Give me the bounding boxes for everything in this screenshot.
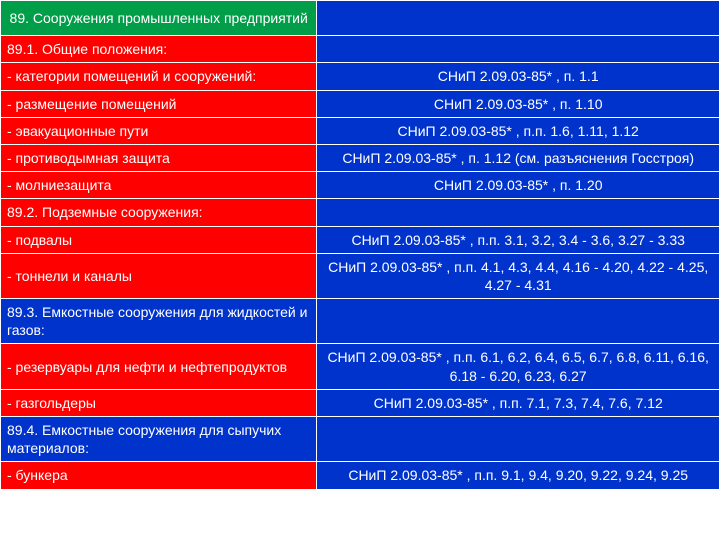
- row-reference: СНиП 2.09.03-85* , п. 1.12 (см. разъясне…: [317, 144, 720, 171]
- row-reference: [317, 199, 720, 226]
- row-label: 89.2. Подземные сооружения:: [1, 199, 317, 226]
- table-row: - эвакуационные путиСНиП 2.09.03-85* , п…: [1, 117, 720, 144]
- row-label: - подвалы: [1, 226, 317, 253]
- table-row: - подвалыСНиП 2.09.03-85* , п.п. 3.1, 3.…: [1, 226, 720, 253]
- row-reference: [317, 36, 720, 63]
- table-row: - резервуары для нефти и нефтепродуктовС…: [1, 344, 720, 389]
- row-label: - тоннели и каналы: [1, 253, 317, 298]
- row-label: 89.4. Емкостные сооружения для сыпучих м…: [1, 417, 317, 462]
- row-label: - газгольдеры: [1, 389, 317, 416]
- row-reference: СНиП 2.09.03-85* , п. 1.10: [317, 90, 720, 117]
- table-row: - тоннели и каналыСНиП 2.09.03-85* , п.п…: [1, 253, 720, 298]
- header-empty: [317, 1, 720, 36]
- table-row: - размещение помещенийСНиП 2.09.03-85* ,…: [1, 90, 720, 117]
- table-row: 89.4. Емкостные сооружения для сыпучих м…: [1, 417, 720, 462]
- regulation-table: 89. Сооружения промышленных предприятий …: [0, 0, 720, 490]
- table-row: - бункераСНиП 2.09.03-85* , п.п. 9.1, 9.…: [1, 462, 720, 489]
- row-label: - эвакуационные пути: [1, 117, 317, 144]
- row-label: - категории помещений и сооружений:: [1, 63, 317, 90]
- table-row: 89.1. Общие положения:: [1, 36, 720, 63]
- table-row: 89.2. Подземные сооружения:: [1, 199, 720, 226]
- table-row: - категории помещений и сооружений:СНиП …: [1, 63, 720, 90]
- row-reference: СНиП 2.09.03-85* , п.п. 9.1, 9.4, 9.20, …: [317, 462, 720, 489]
- row-label: 89.1. Общие положения:: [1, 36, 317, 63]
- table-row: 89.3. Емкостные сооружения для жидкостей…: [1, 299, 720, 344]
- table-row: - молниезащитаСНиП 2.09.03-85* , п. 1.20: [1, 172, 720, 199]
- row-reference: СНиП 2.09.03-85* , п.п. 7.1, 7.3, 7.4, 7…: [317, 389, 720, 416]
- table-row: - противодымная защитаСНиП 2.09.03-85* ,…: [1, 144, 720, 171]
- row-reference: СНиП 2.09.03-85* , п.п. 4.1, 4.3, 4.4, 4…: [317, 253, 720, 298]
- header-title: 89. Сооружения промышленных предприятий: [1, 1, 317, 36]
- row-label: - противодымная защита: [1, 144, 317, 171]
- row-reference: СНиП 2.09.03-85* , п.п. 1.6, 1.11, 1.12: [317, 117, 720, 144]
- row-label: - бункера: [1, 462, 317, 489]
- table-header-row: 89. Сооружения промышленных предприятий: [1, 1, 720, 36]
- row-reference: СНиП 2.09.03-85* , п.п. 3.1, 3.2, 3.4 - …: [317, 226, 720, 253]
- row-reference: СНиП 2.09.03-85* , п.п. 6.1, 6.2, 6.4, 6…: [317, 344, 720, 389]
- row-label: 89.3. Емкостные сооружения для жидкостей…: [1, 299, 317, 344]
- row-label: - размещение помещений: [1, 90, 317, 117]
- row-reference: [317, 299, 720, 344]
- row-reference: СНиП 2.09.03-85* , п. 1.1: [317, 63, 720, 90]
- row-label: - молниезащита: [1, 172, 317, 199]
- row-label: - резервуары для нефти и нефтепродуктов: [1, 344, 317, 389]
- row-reference: СНиП 2.09.03-85* , п. 1.20: [317, 172, 720, 199]
- row-reference: [317, 417, 720, 462]
- table-row: - газгольдерыСНиП 2.09.03-85* , п.п. 7.1…: [1, 389, 720, 416]
